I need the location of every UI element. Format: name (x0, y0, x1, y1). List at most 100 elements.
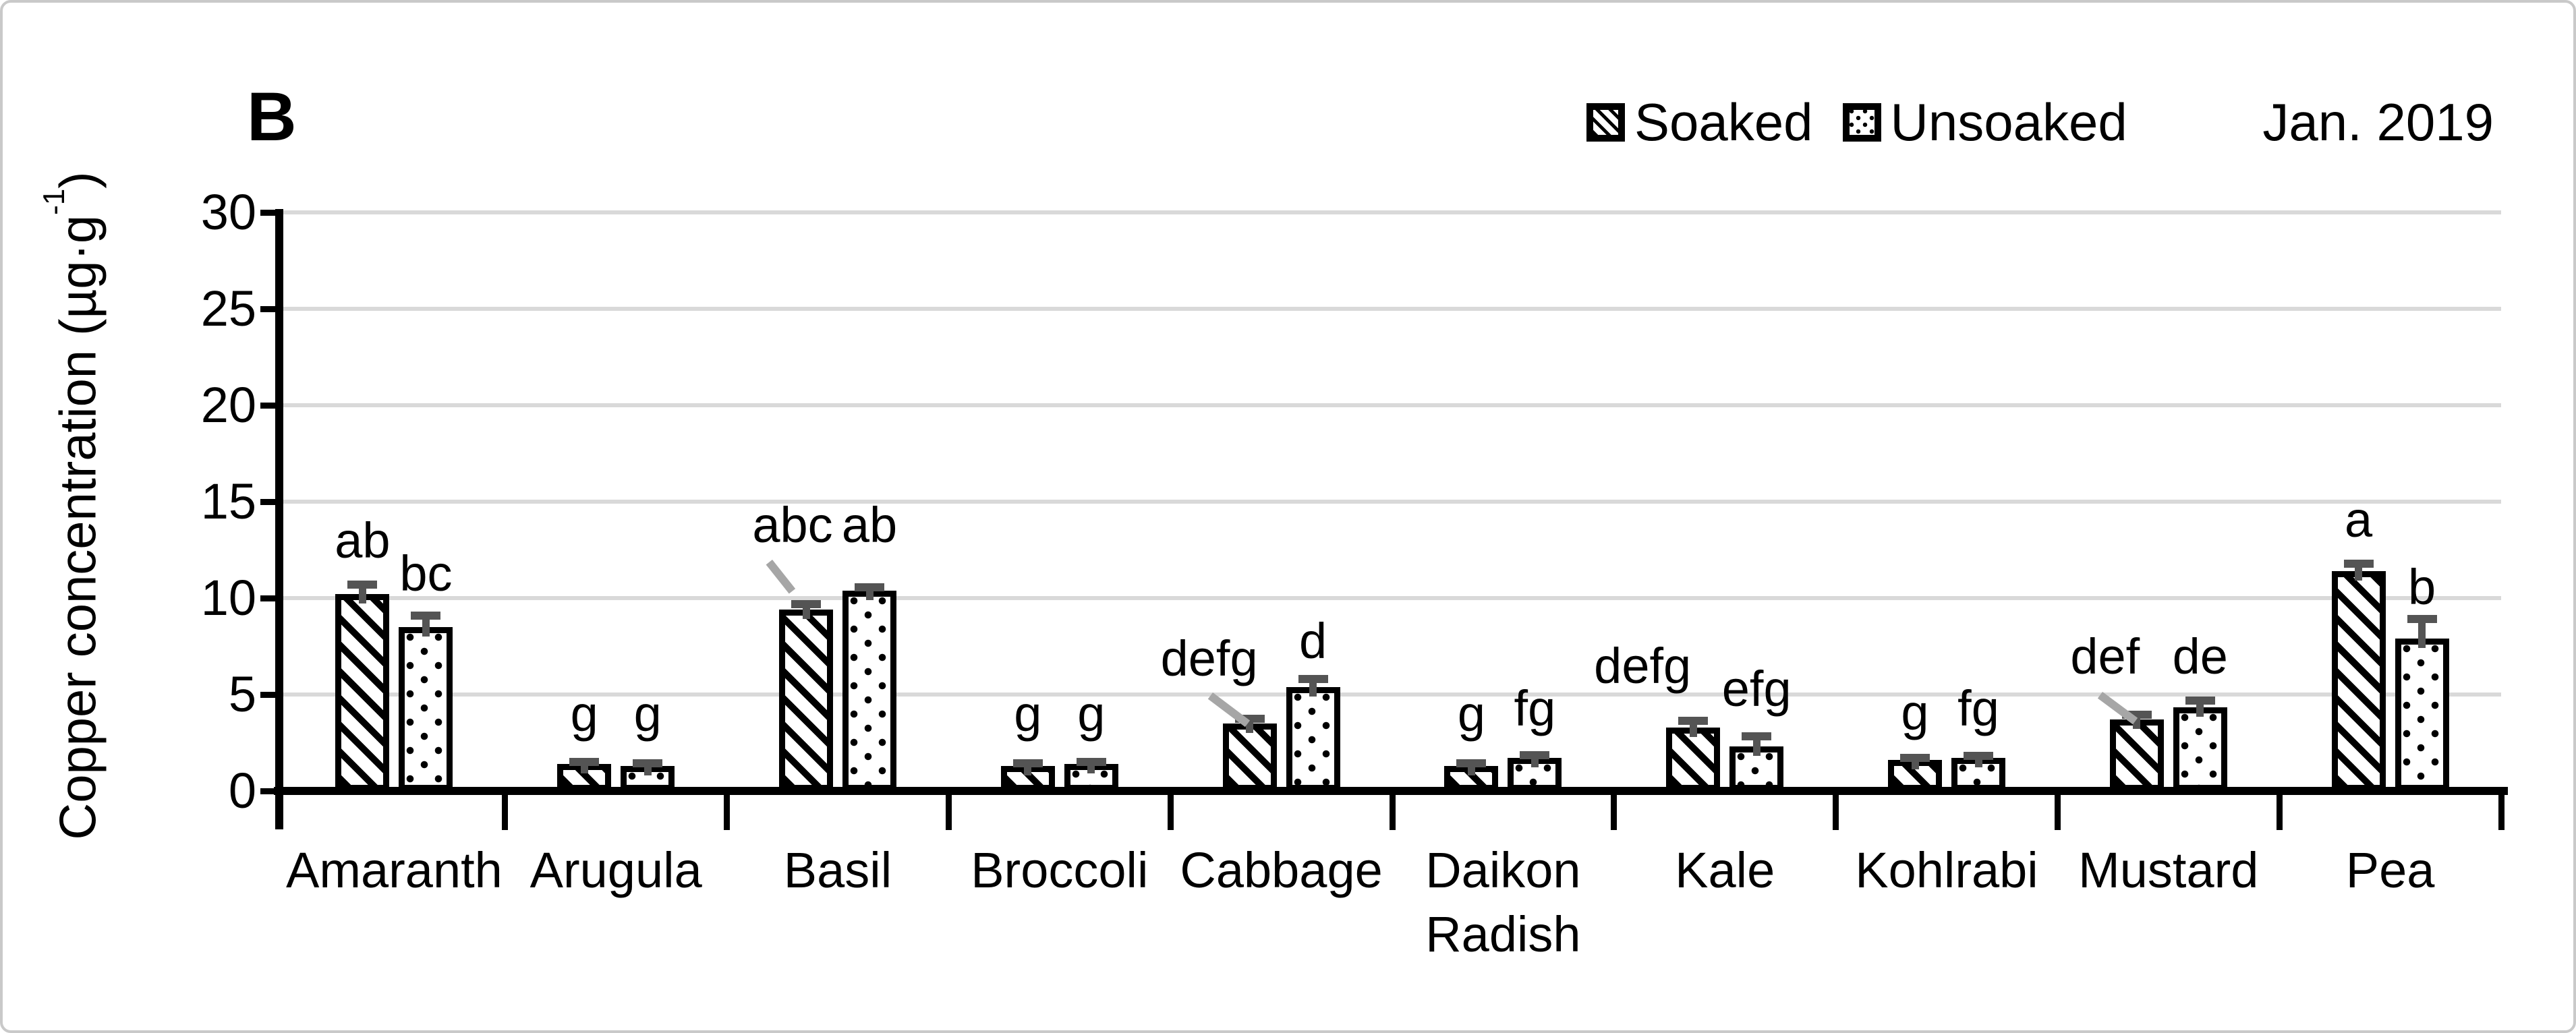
y-axis-tick (260, 402, 277, 409)
soaked-swatch-icon (1586, 102, 1625, 142)
significance-letter: efg (1721, 661, 1792, 717)
y-tick-label: 15 (200, 473, 256, 529)
error-bar-cap (1678, 716, 1709, 725)
error-bar-stem (802, 603, 810, 620)
legend-item-unsoaked: Unsoaked (1842, 92, 2127, 152)
significance-letter: ab (841, 497, 898, 554)
error-bar-stem (358, 584, 366, 604)
significance-letter: def (2070, 628, 2140, 684)
significance-letter: fg (1957, 680, 1999, 736)
error-bar-cap (791, 599, 821, 608)
bar-soaked-pea (2331, 570, 2386, 791)
y-axis-tick (260, 498, 277, 505)
x-axis-tick (1167, 791, 1174, 830)
error-bar-stem (2418, 619, 2426, 649)
y-axis-title-main: Copper concentration (µg·g (49, 214, 107, 840)
error-bar-stem (1530, 755, 1539, 768)
category-label: Cabbage (1180, 842, 1383, 898)
category-label: Kale (1675, 842, 1775, 898)
legend-label-soaked: Soaked (1634, 92, 1813, 152)
error-bar-stem (422, 615, 430, 637)
y-tick-label: 5 (228, 666, 256, 722)
category-label: Broccoli (971, 842, 1149, 898)
bar-soaked-amaranth (335, 594, 390, 791)
error-bar-stem (1309, 679, 1317, 697)
bar-soaked-cabbage (1222, 723, 1277, 791)
error-bar-stem (580, 761, 588, 773)
error-bar-cap (1456, 759, 1487, 768)
bar-soaked-mustard (2109, 719, 2164, 791)
significance-letter: abc (752, 497, 833, 554)
error-bar-cap (1298, 675, 1328, 684)
leader-line (1207, 692, 1250, 728)
gridline-5 (283, 692, 2501, 697)
x-axis-tick (1611, 791, 1618, 830)
error-bar-cap (347, 580, 378, 589)
category-label: Basil (783, 842, 892, 898)
y-tick-label: 0 (228, 763, 256, 819)
error-bar-stem (1024, 763, 1032, 775)
significance-letter: a (2345, 491, 2373, 548)
significance-letter: fg (1514, 680, 1556, 736)
bar-unsoaked-kale (1729, 746, 1784, 791)
error-bar-cap (1012, 759, 1043, 768)
error-bar-stem (1689, 720, 1697, 737)
significance-letter: g (1457, 686, 1485, 742)
leader-line (766, 559, 795, 594)
significance-letter: g (1014, 686, 1042, 742)
x-axis-tick (1389, 791, 1396, 830)
significance-letter: g (1901, 684, 1929, 740)
error-bar-stem (1974, 755, 1982, 768)
x-axis-tick (2054, 791, 2061, 830)
bar-unsoaked-cabbage (1286, 686, 1340, 791)
significance-letter: defg (1594, 637, 1692, 694)
error-bar-cap (855, 583, 884, 592)
significance-letter: de (2172, 628, 2228, 684)
error-bar-cap (1900, 753, 1930, 762)
x-axis-tick (2276, 791, 2283, 830)
error-bar-cap (2407, 615, 2437, 624)
y-axis-title-superscript: -1 (38, 188, 71, 215)
category-label: Daikon Radish (1425, 842, 1581, 962)
y-axis-title: Copper concentration (µg·g-1) (37, 131, 107, 880)
significance-letter: g (633, 686, 662, 742)
y-axis-tick (260, 209, 277, 216)
significance-letter: bc (399, 545, 453, 601)
y-tick-label: 10 (200, 570, 256, 626)
error-bar-stem (865, 587, 874, 600)
error-bar-cap (2185, 696, 2215, 705)
bar-unsoaked-basil (842, 590, 896, 791)
error-bar-stem (1246, 718, 1254, 733)
error-bar-cap (1076, 757, 1106, 766)
legend-label-unsoaked: Unsoaked (1890, 92, 2127, 152)
category-label: Pea (2345, 842, 2435, 898)
significance-letter: g (1077, 686, 1106, 742)
significance-letter: d (1299, 612, 1327, 669)
significance-letter: defg (1160, 630, 1258, 686)
gridline-15 (283, 500, 2501, 504)
bar-soaked-kale (1666, 727, 1721, 791)
error-bar-cap (1742, 732, 1772, 740)
category-label: Amaranth (285, 842, 503, 898)
error-bar-stem (1752, 736, 1761, 757)
plot-area: 0 5 10 15 20 25 30 Amaranth Arugula Basil Broccoli… (201, 184, 2508, 962)
error-bar-stem (1911, 757, 1919, 770)
gridline-25 (283, 307, 2501, 311)
error-bar-stem (2355, 563, 2363, 581)
significance-letter: g (570, 686, 598, 742)
error-bar-cap (2343, 559, 2374, 568)
legend-item-soaked: Soaked (1586, 96, 1813, 148)
bar-soaked-basil (779, 610, 833, 791)
category-label: Arugula (529, 842, 702, 898)
chart-legend: Soaked Unsoaked (1586, 96, 2127, 148)
unsoaked-swatch-icon (1842, 102, 1881, 142)
gridline-10 (283, 596, 2501, 600)
error-bar-stem (2133, 715, 2141, 730)
error-bar-cap (633, 759, 663, 768)
error-bar-cap (1964, 751, 1993, 760)
y-axis-tick (260, 788, 277, 794)
error-bar-cap (569, 757, 600, 766)
y-axis-tick (260, 595, 277, 601)
error-bar-stem (2196, 700, 2204, 717)
